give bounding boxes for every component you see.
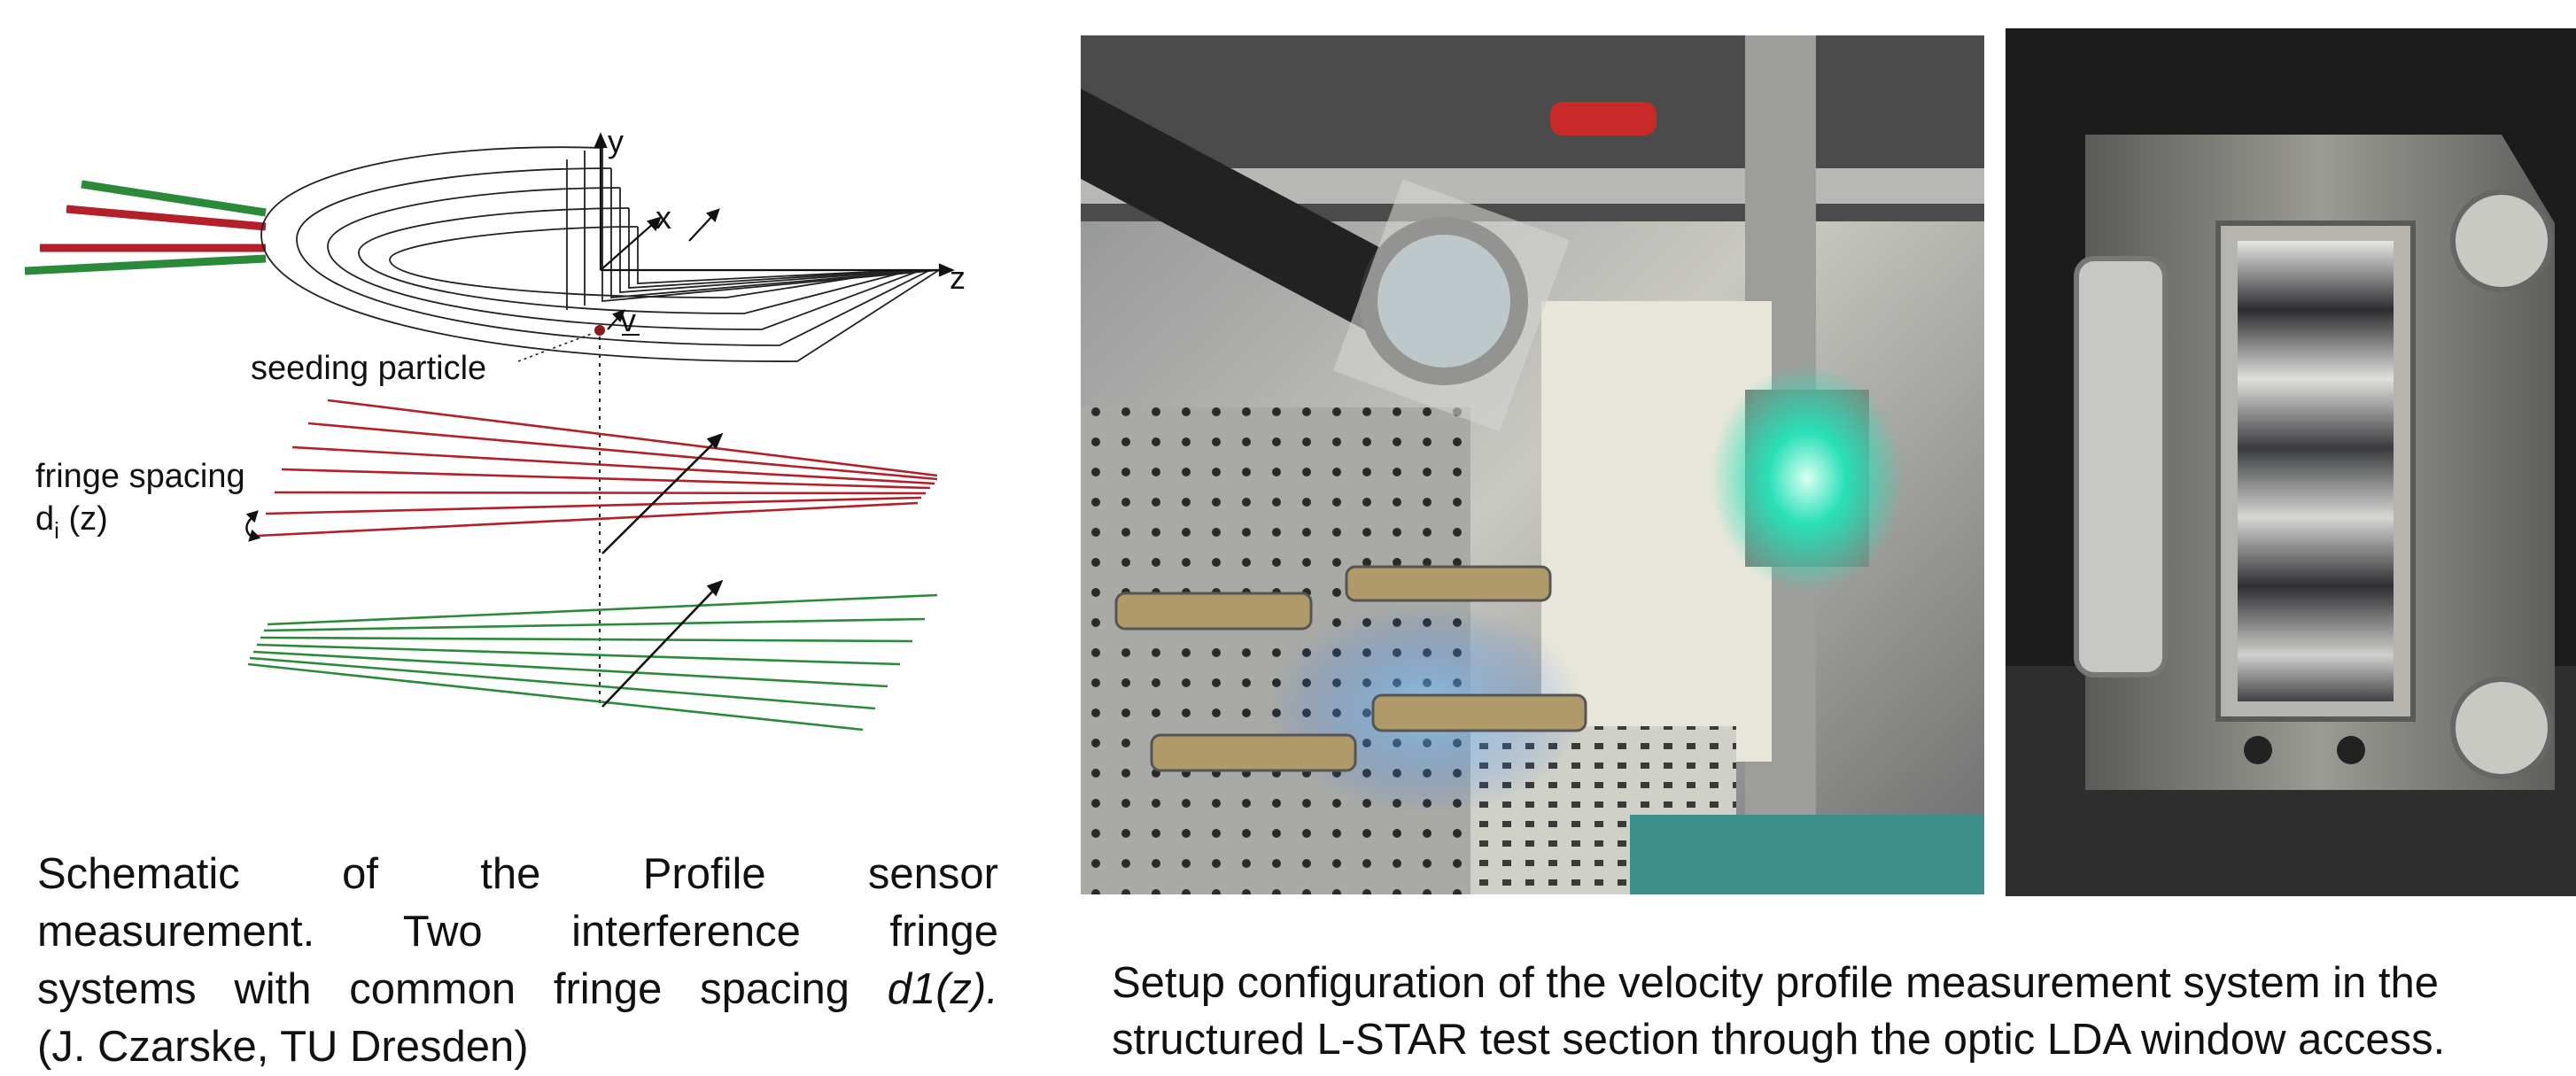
axis-z-label: z	[950, 259, 966, 296]
fringe-spacing-label: fringe spacing	[35, 458, 245, 495]
setup-photo	[1081, 35, 1984, 894]
velocity-arrow	[607, 309, 625, 330]
seeding-particle-dot	[594, 325, 605, 336]
setup-caption-line-1: Setup configuration of the velocity prof…	[1112, 959, 2439, 1007]
lda-window-photo	[2006, 28, 2576, 896]
green-beam	[81, 180, 267, 217]
red-fringe-system	[256, 399, 938, 538]
axis-y-label: y	[608, 123, 624, 159]
axis-x-label: x	[656, 199, 671, 236]
caption-line-4: (J. Czarske, TU Dresden)	[37, 1023, 529, 1071]
red-velocity-arrow	[601, 432, 724, 554]
velocity-label: v	[620, 302, 636, 338]
caption-line-2: measurement. Two interference fringe	[37, 908, 998, 956]
seeding-particle-label: seeding particle	[251, 350, 486, 387]
schematic-caption: Schematic of the Profile sensor measurem…	[37, 846, 998, 1076]
profile-sensor-schematic: y x z v seeding particle fringe spacing …	[24, 123, 966, 732]
green-fringe-system	[247, 593, 938, 732]
setup-caption-line-2: structured L-STAR test section through t…	[1112, 1016, 2446, 1064]
coordinate-axes	[594, 132, 955, 277]
green-beam	[24, 254, 267, 275]
caption-line-3: systems with common fringe spacing d1(z)…	[37, 961, 998, 1018]
caption-line-3-text: systems with common fringe spacing	[37, 965, 888, 1013]
fringe-spacing-symbol: di (z)	[35, 500, 108, 544]
incoming-beams	[24, 180, 267, 275]
fringe-spacing-arrow	[245, 510, 261, 542]
green-velocity-arrow	[601, 579, 724, 708]
caption-fringe-symbol: d1(z).	[887, 965, 998, 1013]
setup-caption: Setup configuration of the velocity prof…	[1112, 955, 2576, 1068]
red-beam	[66, 205, 267, 231]
seeding-leader-line	[517, 332, 594, 362]
measurement-volume	[260, 146, 940, 362]
caption-line-1: Schematic of the Profile sensor	[37, 850, 998, 898]
